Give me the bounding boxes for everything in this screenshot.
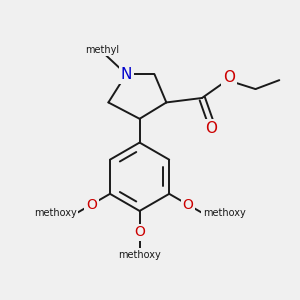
Text: O: O: [86, 197, 97, 212]
Text: methoxy: methoxy: [118, 250, 161, 260]
Text: methoxy: methoxy: [34, 208, 76, 218]
Text: O: O: [134, 225, 145, 239]
Text: O: O: [205, 121, 217, 136]
Text: O: O: [182, 197, 193, 212]
Text: N: N: [121, 67, 132, 82]
Text: methyl: methyl: [85, 45, 119, 55]
Text: methoxy: methoxy: [203, 208, 245, 218]
Text: O: O: [223, 70, 235, 85]
